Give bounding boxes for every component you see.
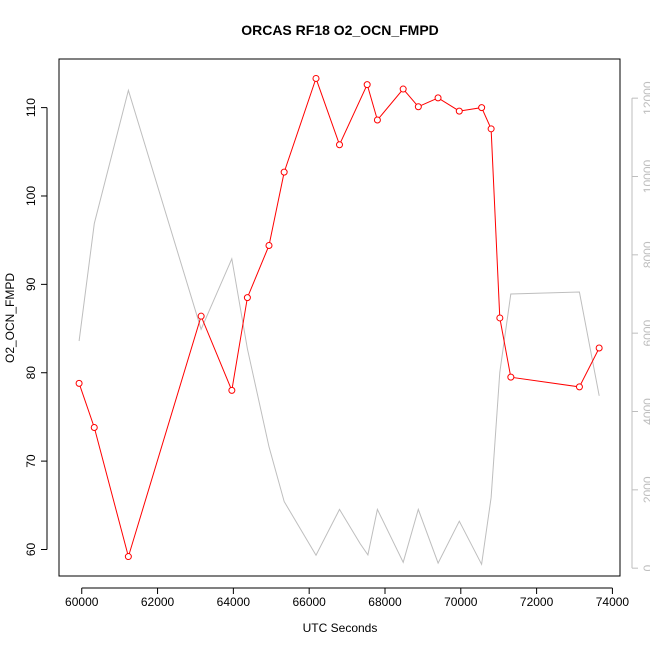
y2-tick-label: 6000 bbox=[641, 319, 650, 346]
data-point bbox=[595, 344, 603, 352]
y-tick-label: 70 bbox=[24, 454, 38, 468]
data-point bbox=[455, 107, 463, 115]
y-tick-label: 100 bbox=[24, 186, 38, 206]
plot-frame bbox=[58, 58, 621, 577]
x-axis-label: UTC Seconds bbox=[303, 621, 378, 635]
y2-tick-label: 4000 bbox=[641, 398, 650, 425]
x-tick-label: 68000 bbox=[368, 595, 402, 609]
series-line-right bbox=[78, 88, 600, 566]
data-point bbox=[363, 81, 371, 89]
data-point bbox=[399, 85, 407, 93]
y2-tick-label: 0 bbox=[641, 565, 650, 572]
x-tick-label: 60000 bbox=[65, 595, 99, 609]
x-tick-label: 64000 bbox=[217, 595, 251, 609]
data-point bbox=[373, 116, 381, 124]
y-tick-label: 90 bbox=[24, 277, 38, 291]
y2-axis: 0 2000 4000 6000 8000 10000 12000 bbox=[631, 81, 650, 572]
x-tick-label: 74000 bbox=[596, 595, 630, 609]
data-point bbox=[507, 373, 515, 381]
data-point bbox=[496, 314, 504, 322]
y-axis-label: O2_OCN_FMPD bbox=[3, 273, 17, 363]
y2-tick-label: 12000 bbox=[641, 81, 650, 115]
series-line-left bbox=[78, 76, 600, 559]
data-point bbox=[280, 168, 288, 176]
data-point bbox=[336, 141, 343, 149]
x-axis: 60000 62000 64000 66000 68000 70000 72000 74000 bbox=[65, 587, 630, 609]
data-point bbox=[575, 383, 583, 391]
data-point bbox=[197, 312, 205, 320]
data-point bbox=[124, 553, 132, 561]
data-point bbox=[478, 104, 486, 112]
data-point bbox=[265, 241, 273, 249]
y2-tick-label: 10000 bbox=[641, 159, 650, 193]
y-tick-label: 110 bbox=[24, 98, 38, 117]
data-point bbox=[243, 294, 251, 302]
x-tick-label: 66000 bbox=[292, 595, 326, 609]
data-point bbox=[434, 94, 442, 102]
data-point bbox=[90, 424, 98, 432]
y2-tick-label: 8000 bbox=[641, 241, 650, 268]
data-point bbox=[75, 379, 83, 387]
y-tick-label: 60 bbox=[24, 542, 38, 556]
x-tick-label: 72000 bbox=[520, 595, 554, 609]
x-tick-label: 70000 bbox=[444, 595, 478, 609]
data-point bbox=[312, 74, 320, 82]
y-axis: 60 70 80 90 100 110 bbox=[24, 98, 48, 556]
data-point bbox=[228, 386, 236, 394]
x-tick-label: 62000 bbox=[141, 595, 175, 609]
data-point bbox=[487, 125, 495, 133]
y-tick-label: 80 bbox=[24, 366, 38, 380]
series-layer bbox=[75, 74, 603, 566]
data-point bbox=[414, 103, 422, 111]
chart-title: ORCAS RF18 O2_OCN_FMPD bbox=[241, 22, 439, 38]
y2-tick-label: 2000 bbox=[641, 476, 650, 503]
